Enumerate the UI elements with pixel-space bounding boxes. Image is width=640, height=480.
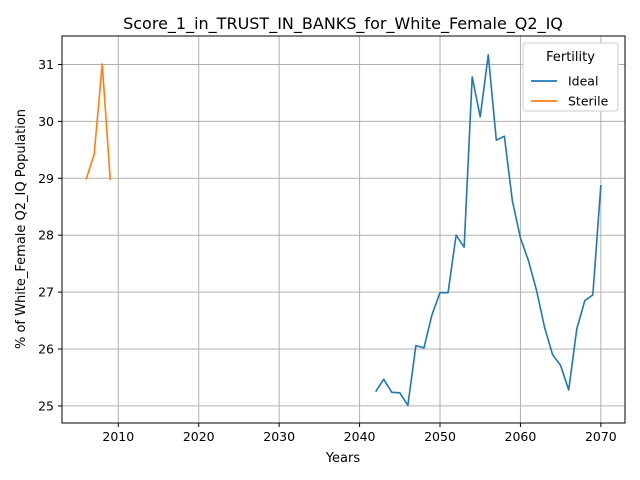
chart-title: Score_1_in_TRUST_IN_BANKS_for_White_Fema…: [123, 14, 563, 34]
x-tick-label: 2010: [102, 429, 134, 444]
legend-label-sterile: Sterile: [568, 94, 609, 109]
series-line-ideal: [374, 53, 602, 407]
axis-ticks: 2010 2020 2030 2040 2050 2060 2070 25 26 27 28 29 30…: [38, 57, 617, 444]
series-line-sterile: [85, 63, 112, 181]
y-tick-label: 26: [38, 342, 54, 357]
plot-frame: [61, 35, 626, 424]
y-tick-label: 27: [38, 285, 54, 300]
x-tick-label: 2050: [424, 429, 456, 444]
series-lines: [85, 53, 602, 407]
y-tick-label: 31: [38, 57, 54, 72]
x-tick-label: 2060: [505, 429, 537, 444]
legend: Fertility Ideal Sterile: [522, 42, 619, 112]
legend-label-ideal: Ideal: [568, 74, 598, 89]
x-tick-label: 2040: [344, 429, 376, 444]
legend-frame: [522, 42, 619, 112]
x-tick-label: 2030: [263, 429, 295, 444]
legend-title: Fertility: [546, 50, 595, 65]
y-tick-label: 29: [38, 171, 54, 186]
y-axis-label: % of White_Female Q2_IQ Population: [14, 109, 29, 349]
x-axis-label: Years: [325, 451, 361, 466]
x-tick-label: 2020: [183, 429, 215, 444]
y-tick-label: 28: [38, 228, 54, 243]
y-tick-label: 25: [38, 398, 54, 413]
y-tick-label: 30: [38, 114, 54, 129]
x-tick-label: 2070: [585, 429, 617, 444]
